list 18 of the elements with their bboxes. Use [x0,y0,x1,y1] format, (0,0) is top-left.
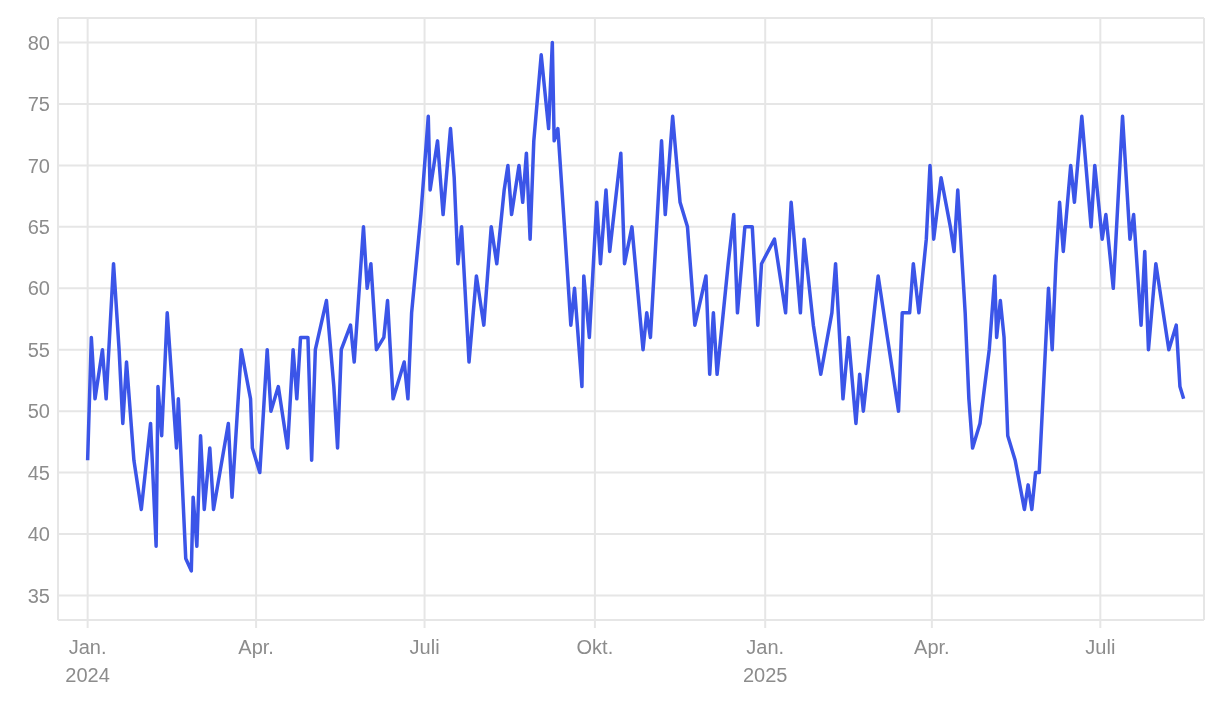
y-tick-label: 60 [27,277,50,300]
x-tick-label: Okt. [576,636,614,658]
y-tick-label: 45 [27,461,50,484]
y-tick-label: 75 [27,93,50,116]
x-tick-label: Jan. 2025 [742,636,788,686]
y-tick-label: 65 [27,215,50,238]
line-series [85,40,1186,573]
y-tick-label: 80 [27,31,50,54]
x-tick-label: Jan. 2024 [65,636,110,686]
y-tick-label: 40 [27,523,50,546]
y-tick-label: 50 [27,400,50,423]
y-tick-label: 55 [27,338,50,361]
x-tick-label: Juli [1085,636,1116,658]
y-tick-label: 70 [27,154,50,177]
x-tick-label: Apr. [914,636,950,658]
x-tick-label: Apr. [238,636,274,658]
x-tick-label: Juli [409,636,440,658]
y-tick-label: 35 [27,584,50,607]
